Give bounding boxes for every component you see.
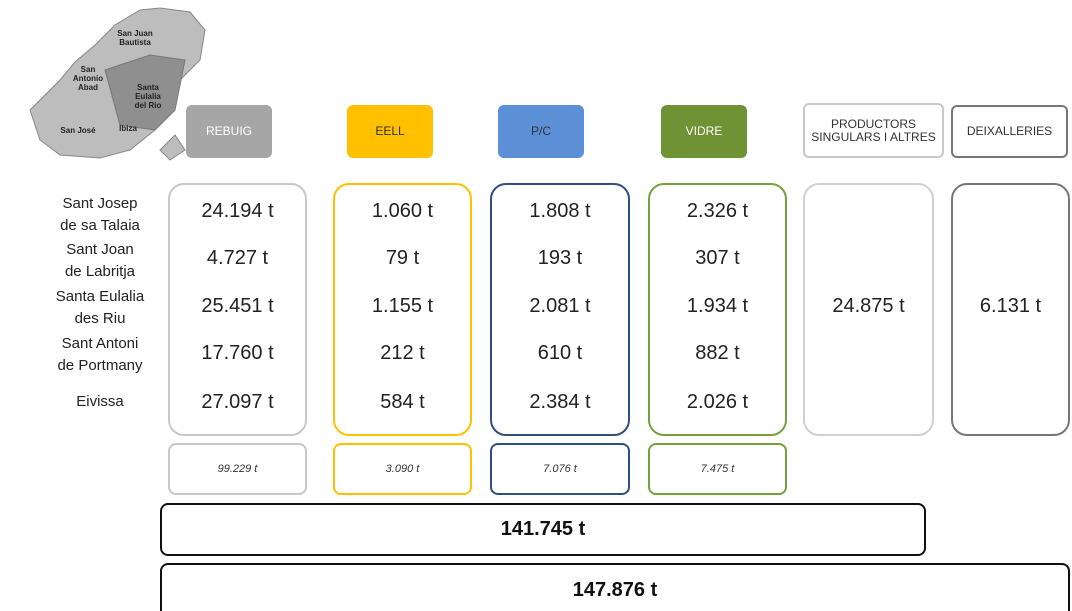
- value: 2.384 t: [529, 391, 591, 413]
- value: 212 t: [380, 342, 425, 364]
- value: 2.081 t: [529, 295, 591, 317]
- map-label: Antonio: [73, 74, 103, 83]
- value: 25.451 t: [201, 295, 274, 317]
- value: 1.934 t: [686, 295, 749, 317]
- text-line: Sant Antoni: [61, 335, 139, 352]
- region-santa-eulalia: [104, 54, 186, 131]
- map-label: San Juan: [117, 29, 153, 38]
- column-total: 7.076 t: [490, 443, 630, 495]
- column-header: VIDRE: [661, 105, 747, 158]
- text-line: Sant Joan: [66, 241, 134, 258]
- column-header: PRODUCTORS SINGULARS I ALTRES: [803, 103, 944, 158]
- column-box: 24.194 t 4.727 t 25.451 t 17.760 t 27.097 t: [168, 183, 307, 436]
- text-line: des Riu: [74, 310, 126, 327]
- column-box: 6.131 t: [951, 183, 1070, 436]
- map-label: del Rio: [135, 101, 162, 110]
- map-label: Ibiza: [119, 124, 137, 133]
- value: 1.060 t: [371, 200, 434, 222]
- column-box: 24.875 t: [803, 183, 934, 436]
- value: 4.727 t: [206, 247, 269, 269]
- municipality: Eivissa: [40, 391, 160, 413]
- value: 1.155 t: [371, 295, 434, 317]
- value: 610 t: [537, 342, 583, 364]
- value: 2.326 t: [686, 200, 749, 222]
- column-total: 3.090 t: [333, 443, 472, 495]
- text-line: Eivissa: [76, 393, 124, 410]
- map-label: Abad: [78, 83, 98, 92]
- column-header: DEIXALLERIES: [951, 105, 1068, 158]
- column-header: EELL: [347, 105, 433, 158]
- column-header: P/C: [498, 105, 584, 158]
- text-line: de sa Talaia: [60, 217, 140, 234]
- text-line: de Labritja: [64, 263, 136, 280]
- value: 24.875 t: [832, 295, 905, 317]
- column-box: 1.808 t 193 t 2.081 t 610 t 2.384 t: [490, 183, 630, 436]
- column-box: 1.060 t 79 t 1.155 t 212 t 584 t: [333, 183, 472, 436]
- municipality: Sant Josep de sa Talaia: [40, 193, 160, 237]
- map-label: San: [81, 65, 96, 74]
- text-line: de Portmany: [57, 357, 143, 374]
- value: 79 t: [385, 247, 420, 269]
- map-label: San José: [60, 126, 96, 135]
- column-header: REBUIG: [186, 105, 272, 158]
- column-total: 99.229 t: [168, 443, 307, 495]
- text-line: Sant Josep: [62, 195, 138, 212]
- subtotal: 141.745 t: [160, 503, 926, 556]
- value: 584 t: [380, 391, 425, 413]
- column-box: 2.326 t 307 t 1.934 t 882 t 2.026 t: [648, 183, 787, 436]
- municipality: Sant Joan de Labritja: [40, 239, 160, 283]
- column-total: 7.475 t: [648, 443, 787, 495]
- value: 307 t: [695, 247, 740, 269]
- map-label: Eulalia: [135, 92, 161, 101]
- value: 1.808 t: [529, 200, 591, 222]
- value: 17.760 t: [201, 342, 274, 364]
- value: 882 t: [695, 342, 740, 364]
- value: 24.194 t: [201, 200, 274, 222]
- municipality: Sant Antoni de Portmany: [40, 333, 160, 377]
- value: 2.026 t: [686, 391, 749, 413]
- map-label: Santa: [137, 83, 159, 92]
- grand-total: 147.876 t: [160, 563, 1070, 611]
- municipality: Santa Eulalia des Riu: [40, 286, 160, 330]
- islet: [159, 134, 186, 161]
- map-label: Bautista: [119, 38, 151, 47]
- value: 193 t: [537, 247, 583, 269]
- text-line: Santa Eulalia: [55, 288, 145, 305]
- value: 6.131 t: [979, 295, 1042, 317]
- value: 27.097 t: [201, 391, 274, 413]
